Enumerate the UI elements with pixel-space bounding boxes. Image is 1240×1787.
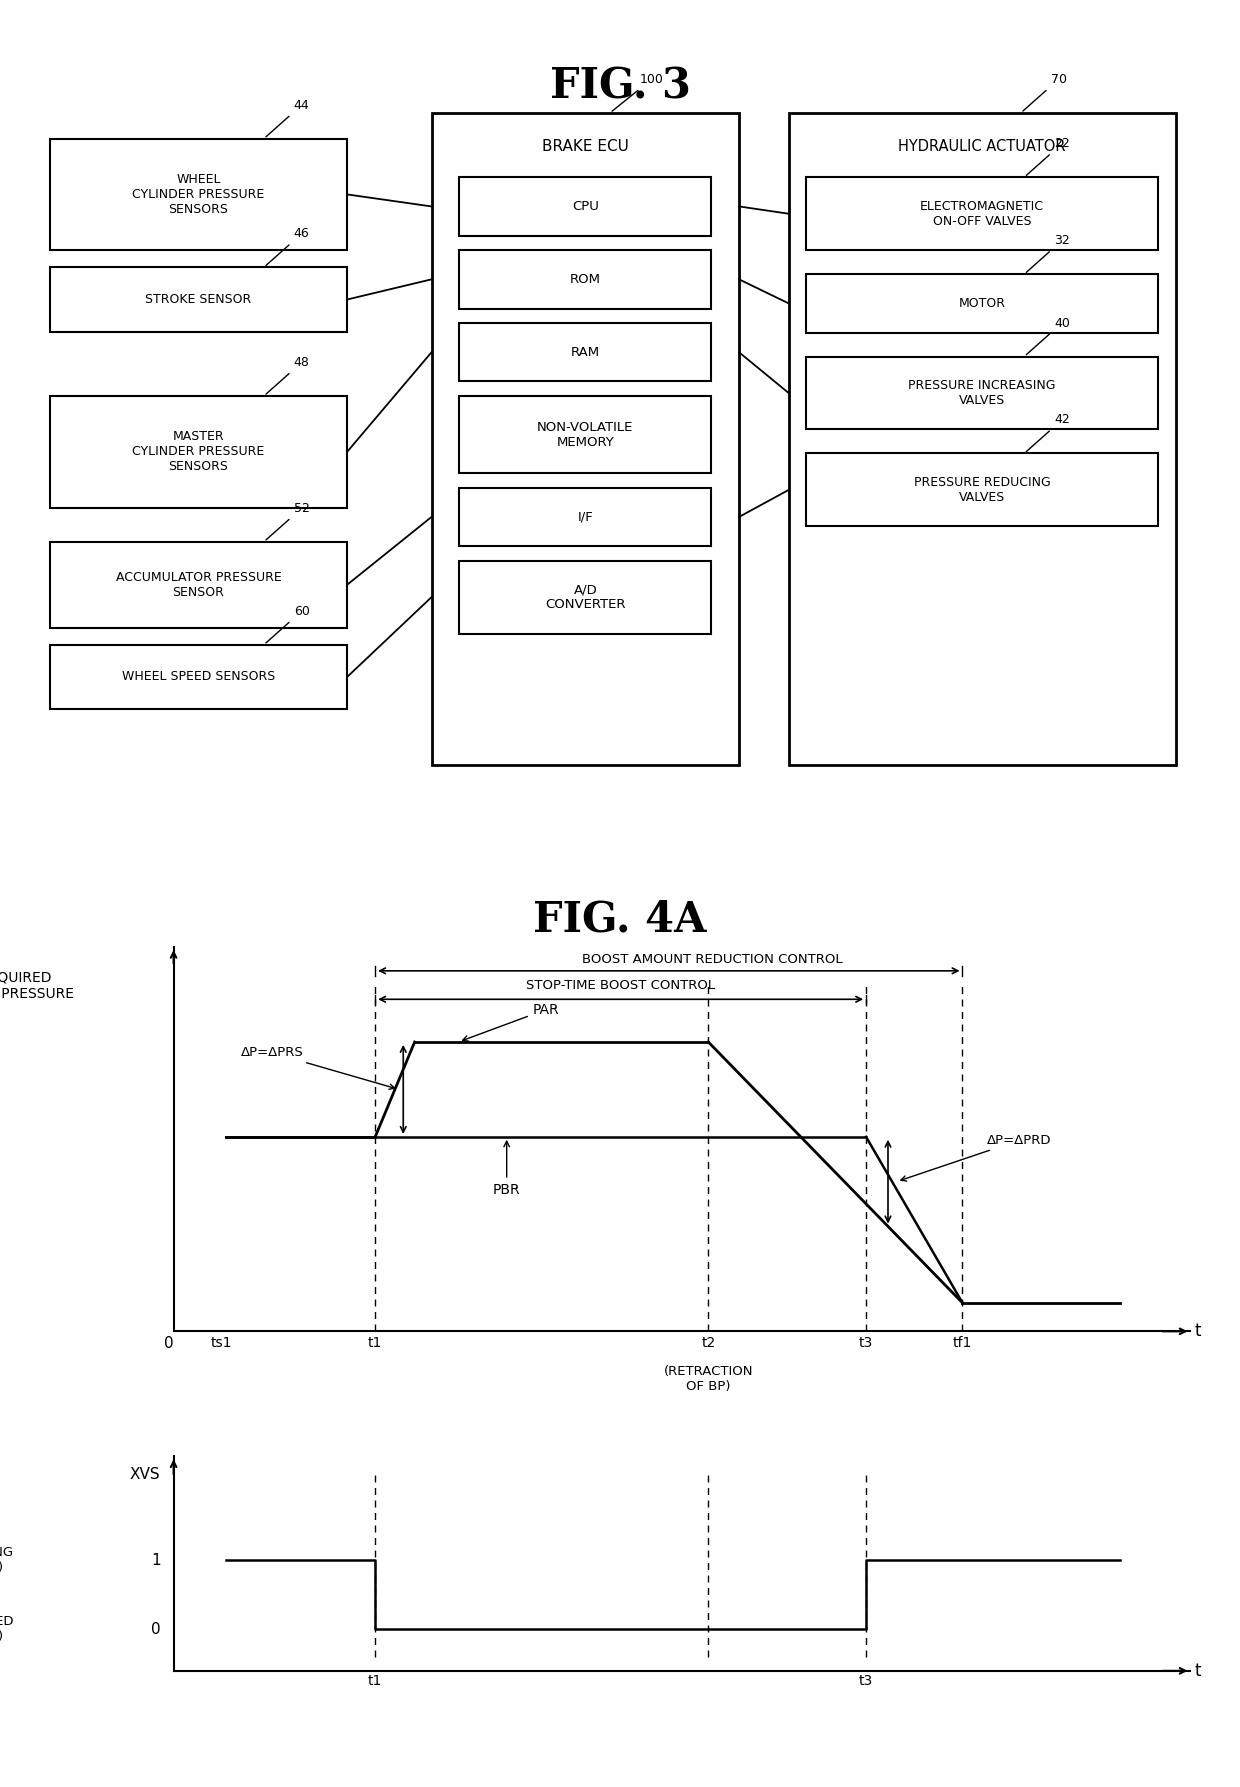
- Text: STOP-TIME BOOST CONTROL: STOP-TIME BOOST CONTROL: [526, 979, 715, 992]
- Text: 1: 1: [151, 1553, 160, 1567]
- Text: (RETRACTION
OF BP): (RETRACTION OF BP): [663, 1365, 753, 1392]
- Text: BOOST AMOUNT REDUCTION CONTROL: BOOST AMOUNT REDUCTION CONTROL: [583, 952, 843, 967]
- Text: NON-VOLATILE
MEMORY: NON-VOLATILE MEMORY: [537, 420, 634, 449]
- Text: FIG. 3: FIG. 3: [549, 66, 691, 107]
- Bar: [459, 177, 712, 236]
- Text: 48: 48: [265, 356, 310, 395]
- Text: MOTOR: MOTOR: [959, 297, 1006, 309]
- Text: 0: 0: [151, 1623, 160, 1637]
- Text: PRESSURE REDUCING
VALVES: PRESSURE REDUCING VALVES: [914, 475, 1050, 504]
- Text: ts1: ts1: [211, 1337, 233, 1349]
- Text: 60: 60: [265, 604, 310, 643]
- Text: FIG. 4A: FIG. 4A: [533, 899, 707, 942]
- Text: t1: t1: [368, 1674, 382, 1689]
- Text: WHEEL
CYLINDER PRESSURE
SENSORS: WHEEL CYLINDER PRESSURE SENSORS: [133, 173, 264, 216]
- Text: 100: 100: [613, 73, 663, 111]
- Text: CPU: CPU: [572, 200, 599, 213]
- Bar: [459, 323, 712, 381]
- Text: XVS: XVS: [130, 1467, 160, 1481]
- Text: PRESSURE INCREASING
VALVES: PRESSURE INCREASING VALVES: [909, 379, 1055, 407]
- Bar: [459, 488, 712, 547]
- Text: tf1: tf1: [952, 1337, 972, 1349]
- Text: t3: t3: [859, 1674, 873, 1689]
- Text: ELECTROMAGNETIC
ON-OFF VALVES: ELECTROMAGNETIC ON-OFF VALVES: [920, 200, 1044, 227]
- Text: 42: 42: [1027, 413, 1070, 452]
- Bar: [806, 273, 1158, 332]
- Text: RAM: RAM: [570, 345, 600, 359]
- Text: 0: 0: [164, 1337, 174, 1351]
- Text: 46: 46: [265, 227, 310, 266]
- Text: ACCUMULATOR PRESSURE
SENSOR: ACCUMULATOR PRESSURE SENSOR: [115, 570, 281, 599]
- Text: ΔP=ΔPRD: ΔP=ΔPRD: [900, 1133, 1052, 1181]
- Text: HYDRAULIC ACTUATOR: HYDRAULIC ACTUATOR: [898, 139, 1066, 154]
- Text: BRAKE ECU: BRAKE ECU: [542, 139, 629, 154]
- Text: 44: 44: [265, 98, 310, 138]
- Text: (STOPPED
STATE): (STOPPED STATE): [0, 1615, 14, 1644]
- Text: t1: t1: [368, 1337, 382, 1349]
- Bar: [50, 541, 347, 627]
- Text: t2: t2: [701, 1337, 715, 1349]
- Text: A/D
CONVERTER: A/D CONVERTER: [546, 583, 625, 611]
- Text: 32: 32: [1027, 234, 1070, 272]
- Text: MASTER
CYLINDER PRESSURE
SENSORS: MASTER CYLINDER PRESSURE SENSORS: [133, 431, 264, 474]
- Text: PAR: PAR: [463, 1003, 559, 1042]
- Bar: [806, 357, 1158, 429]
- Bar: [806, 177, 1158, 250]
- Text: 52: 52: [265, 502, 310, 540]
- Text: PBR: PBR: [492, 1142, 521, 1197]
- Text: (RUNNING
STATE): (RUNNING STATE): [0, 1546, 15, 1574]
- Text: ΔP=ΔPRS: ΔP=ΔPRS: [241, 1045, 394, 1090]
- Text: 40: 40: [1027, 316, 1070, 354]
- Text: I/F: I/F: [578, 511, 593, 524]
- Text: REQUIRED
FLUID PRESSURE: REQUIRED FLUID PRESSURE: [0, 970, 74, 1001]
- Text: t: t: [1195, 1322, 1202, 1340]
- Bar: [459, 397, 712, 474]
- Bar: [50, 397, 347, 508]
- Bar: [432, 113, 739, 765]
- Bar: [50, 268, 347, 332]
- Text: t: t: [1195, 1662, 1202, 1680]
- Text: ROM: ROM: [569, 273, 600, 286]
- Bar: [50, 645, 347, 709]
- Text: t3: t3: [859, 1337, 873, 1349]
- Text: 70: 70: [1023, 73, 1066, 111]
- Text: WHEEL SPEED SENSORS: WHEEL SPEED SENSORS: [122, 670, 275, 683]
- Bar: [806, 454, 1158, 527]
- Bar: [459, 250, 712, 309]
- Text: 22: 22: [1027, 138, 1070, 175]
- Bar: [789, 113, 1176, 765]
- Bar: [50, 139, 347, 250]
- Text: STROKE SENSOR: STROKE SENSOR: [145, 293, 252, 306]
- Bar: [459, 561, 712, 634]
